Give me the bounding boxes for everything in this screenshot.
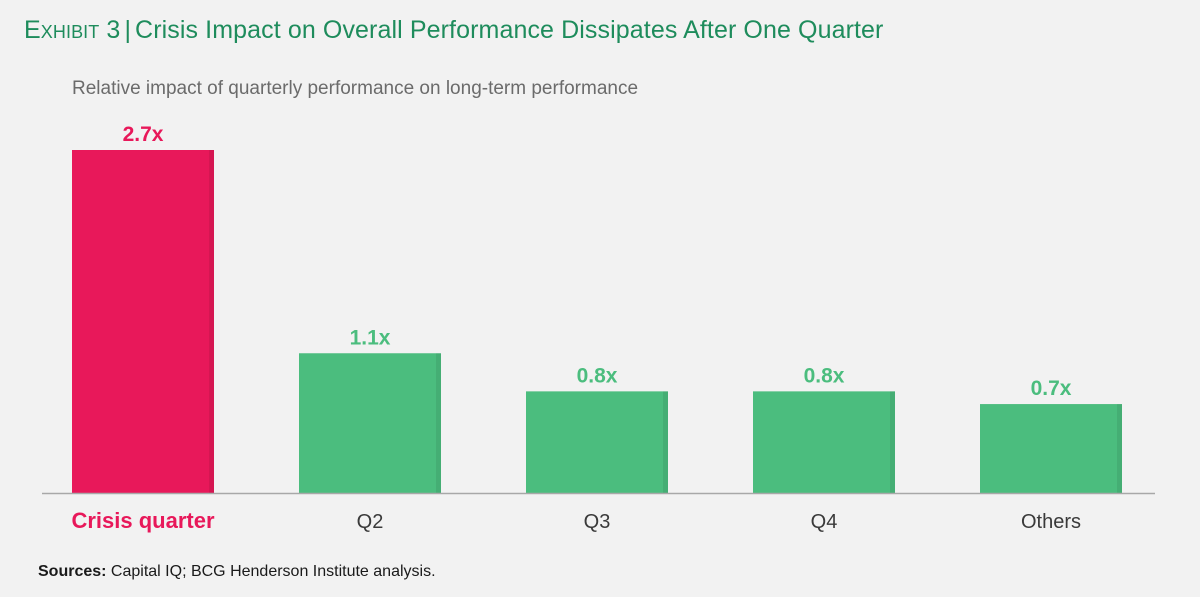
category-label: Q2 [357, 511, 384, 533]
bar-edge-shade [890, 391, 895, 493]
exhibit-label: Exhibit 3 [24, 16, 121, 44]
bar-crisis-quarter [72, 150, 214, 493]
bar-edge-shade [436, 353, 441, 493]
category-label: Crisis quarter [71, 508, 214, 533]
category-label: Others [1021, 511, 1081, 533]
bar-others [980, 404, 1122, 493]
sources-label: Sources: [38, 563, 107, 580]
value-label: 1.1x [350, 326, 391, 349]
value-label: 0.8x [577, 364, 618, 387]
exhibit-title: Exhibit 3 | Crisis Impact on Overall Perfo… [24, 16, 883, 45]
sources-text: Capital IQ; BCG Henderson Institute anal… [110, 563, 436, 580]
bar-edge-shade [1117, 404, 1122, 493]
value-label: 0.8x [804, 364, 845, 387]
chart-title: Crisis Impact on Overall Performance Dis… [135, 16, 884, 44]
value-label: 2.7x [123, 123, 164, 146]
bar-edge-shade [663, 391, 668, 493]
value-label: 0.7x [1031, 377, 1072, 400]
category-label: Q3 [584, 511, 611, 533]
bar-q4 [753, 391, 895, 493]
bar-q2 [299, 353, 441, 493]
bar-q3 [526, 391, 668, 493]
category-label: Q4 [811, 511, 838, 533]
bar-edge-shade [209, 150, 214, 493]
chart-subtitle: Relative impact of quarterly performance… [72, 78, 639, 99]
sources-note: Sources: Capital IQ; BCG Henderson Insti… [38, 563, 436, 581]
title-separator: | [124, 16, 132, 44]
